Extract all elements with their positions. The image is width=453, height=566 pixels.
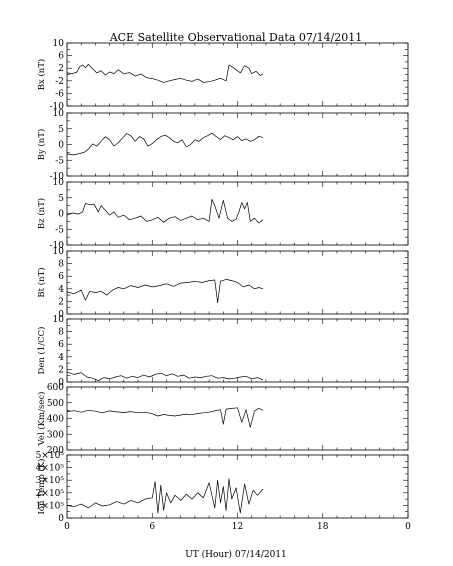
- ytick-label-temp: 3×10⁵: [36, 476, 65, 486]
- panel-by: 10 5 0 -5 -10 By (nT): [36, 109, 409, 182]
- ytick-label-temp: 0: [58, 514, 64, 524]
- ytick-label-bt: 6: [58, 272, 64, 282]
- panel-bt: 10 8 6 4 2 0 Bt (nT): [36, 247, 409, 320]
- ytick-label-bz: 0: [58, 210, 64, 220]
- ytick-label-bx: -10: [50, 102, 65, 112]
- ylabel-bt: Bt (nT): [36, 267, 47, 297]
- x-axis-label: UT (Hour) 07/14/2011: [185, 549, 287, 560]
- ytick-label-bx: -6: [55, 89, 64, 99]
- ytick-label-den: 0: [58, 378, 64, 388]
- ytick-label-vel: 400: [47, 415, 64, 425]
- xtick-label: 6: [149, 522, 155, 532]
- xtick-label: 0: [64, 522, 70, 532]
- series-line-bz: [66, 198, 264, 224]
- xtick-label: 12: [232, 522, 243, 532]
- ylabel-den: Den (1/CC): [36, 327, 47, 375]
- x-axis: 0 6 12 18 0: [64, 522, 411, 532]
- ytick-label-temp: 1×10⁵: [36, 501, 65, 511]
- ytick-label-bz: 10: [53, 178, 65, 188]
- ytick-label-vel: 500: [47, 399, 64, 409]
- ylabel-temp: Ion Temp (K): [36, 459, 47, 515]
- ytick-label-bz: -10: [50, 241, 65, 251]
- panels-group: 10 6 2 -2 -6 -10 Bx (nT) 10 5 0 -5 -10 By (nT) 10 5 0 -5…: [36, 39, 409, 524]
- ylabel-by: By (nT): [36, 129, 47, 161]
- ylabel-bx: Bx (nT): [36, 59, 47, 91]
- ytick-label-den: 10: [53, 315, 65, 325]
- ytick-label-den: 2: [58, 365, 64, 375]
- panel-temp: 5×10⁵ 4×10⁵ 3×10⁵ 2×10⁵ 1×10⁵ 0 Ion Temp (K): [36, 451, 409, 524]
- panel-den: 10 8 6 4 2 0 Den (1/CC): [36, 315, 409, 388]
- panel-frame-bz: [66, 181, 409, 246]
- ytick-label-bt: 4: [58, 285, 64, 295]
- ytick-label-vel: 600: [47, 383, 64, 393]
- xtick-label: 0: [405, 522, 411, 532]
- series-line-bt: [66, 279, 264, 304]
- ytick-label-by: -10: [50, 172, 65, 182]
- xtick-label: 18: [317, 522, 329, 532]
- ytick-label-vel: 300: [47, 430, 64, 440]
- series-line-den: [66, 371, 264, 382]
- panel-frame-by: [66, 112, 409, 177]
- ytick-label-den: 4: [58, 353, 64, 363]
- ytick-label-bt: 8: [58, 260, 64, 270]
- panel-bz: 10 5 0 -5 -10 Bz (nT): [36, 178, 409, 251]
- ytick-label-temp: 5×10⁵: [36, 451, 65, 461]
- series-line-by: [66, 132, 264, 156]
- ytick-label-temp: 4×10⁵: [36, 464, 65, 474]
- ytick-label-bx: 2: [58, 64, 64, 74]
- ylabel-bz: Bz (nT): [36, 198, 47, 229]
- ylabel-vel: Vel (Km/sec): [36, 392, 47, 447]
- ytick-label-bx: -2: [55, 77, 64, 87]
- ytick-label-by: 0: [58, 141, 64, 151]
- series-line-vel: [66, 407, 264, 428]
- ytick-label-bt: 0: [58, 310, 64, 320]
- ytick-label-vel: 200: [47, 446, 64, 456]
- ytick-label-den: 6: [58, 340, 64, 350]
- ytick-label-by: -5: [55, 156, 64, 166]
- panel-frame-vel: [66, 386, 409, 451]
- series-line-bx: [66, 64, 264, 83]
- panel-frame-den: [66, 318, 409, 383]
- ytick-label-bt: 10: [53, 247, 65, 257]
- panel-bx: 10 6 2 -2 -6 -10 Bx (nT): [36, 39, 409, 112]
- ytick-label-bx: 10: [53, 39, 65, 49]
- chart-title: ACE Satellite Observational Data 07/14/2…: [109, 31, 363, 44]
- ytick-label-by: 10: [53, 109, 65, 119]
- ytick-label-bt: 2: [58, 297, 64, 307]
- ytick-label-den: 8: [58, 328, 64, 338]
- ytick-label-by: 5: [58, 125, 64, 135]
- ytick-label-temp: 2×10⁵: [36, 489, 65, 499]
- ytick-label-bx: 6: [58, 52, 64, 62]
- panel-frame-temp: [66, 454, 409, 519]
- ytick-label-bz: -5: [55, 225, 64, 235]
- ytick-label-bz: 5: [58, 194, 64, 204]
- series-line-temp: [66, 478, 264, 514]
- panel-frame-bx: [66, 42, 409, 107]
